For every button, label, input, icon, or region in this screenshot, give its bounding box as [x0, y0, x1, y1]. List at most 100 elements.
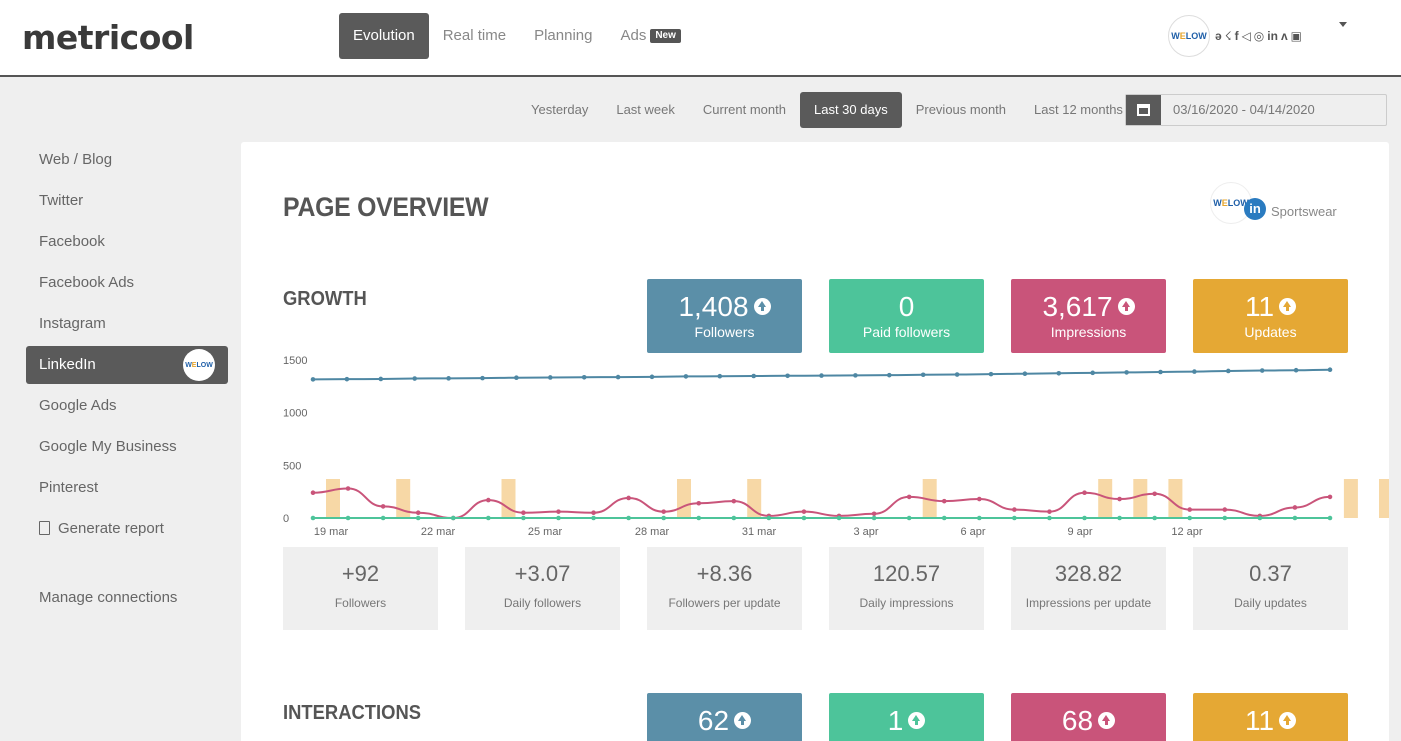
x-tick-label: 22 mar — [421, 526, 456, 538]
nav-evolution[interactable]: Evolution — [339, 13, 429, 59]
nav-ads[interactable]: Ads New — [606, 13, 694, 59]
impressions-label: Impressions — [1050, 324, 1127, 340]
interactions-value: 1 — [887, 705, 904, 736]
metric-label: Followers per update — [668, 596, 781, 610]
sidebar-item-google-my-business[interactable]: Google My Business — [39, 438, 177, 455]
data-point — [378, 376, 384, 382]
range-current-month[interactable]: Current month — [702, 102, 786, 117]
metric-value: +92 — [341, 561, 380, 586]
metric-value: 328.82 — [1054, 561, 1123, 586]
data-point — [521, 510, 526, 516]
followers-label: Followers — [694, 324, 755, 340]
updates-bar — [677, 479, 691, 518]
metric-value: +3.07 — [514, 561, 571, 586]
nav-planning[interactable]: Planning — [534, 27, 593, 44]
range-previous-month[interactable]: Previous month — [915, 102, 1007, 117]
series-line — [312, 487, 1331, 520]
data-point — [1293, 367, 1299, 373]
app-logo[interactable]: metricool — [22, 18, 194, 57]
sidebar-item-facebook-ads[interactable]: Facebook Ads — [39, 274, 135, 291]
data-point — [1090, 370, 1095, 376]
range-last-week[interactable]: Last week — [616, 102, 675, 117]
paid-followers-label: Paid followers — [862, 324, 951, 340]
y-tick-label: 1500 — [283, 355, 307, 367]
brand-avatar[interactable]: W E LOW — [1168, 15, 1210, 57]
data-point — [717, 373, 723, 379]
data-point — [380, 515, 386, 521]
sidebar-item-instagram[interactable]: Instagram — [39, 315, 106, 332]
sidebar-item-generate-report[interactable]: Generate report — [26, 510, 228, 548]
instagram-icon: ◎ — [1253, 29, 1265, 43]
updates-bar — [922, 479, 937, 518]
data-point — [486, 515, 491, 521]
sidebar-item-pinterest[interactable]: Pinterest — [39, 479, 99, 496]
data-point — [1082, 515, 1087, 521]
data-point — [920, 372, 926, 378]
arrow-up-icon — [734, 712, 752, 729]
profile-badge: W E LOW in Sportswear — [1210, 182, 1337, 224]
data-point — [1117, 515, 1122, 521]
interactions-card-1: 62 — [647, 693, 802, 741]
manage-connections-link[interactable]: Manage connections — [39, 589, 178, 606]
sidebar-item-label: Generate report — [58, 520, 164, 537]
data-point — [344, 376, 350, 382]
sidebar: Web / Blog Twitter Facebook Facebook Ads… — [26, 141, 228, 551]
calendar-button[interactable] — [1126, 95, 1161, 125]
range-last-12-months[interactable]: Last 12 months — [1034, 102, 1123, 117]
facebook-icon: f — [1234, 29, 1239, 43]
range-last-30-days[interactable]: Last 30 days — [799, 92, 902, 128]
x-tick-label: 3 apr — [853, 526, 878, 538]
chevron-down-icon[interactable] — [1339, 22, 1347, 27]
brand-selector[interactable]: W E LOW ə ☇ f ◁ ◎ in ʌ ▣ — [1168, 15, 1302, 57]
x-tick-label: 12 apr — [1171, 526, 1203, 538]
data-point — [1222, 507, 1228, 512]
sidebar-item-facebook[interactable]: Facebook — [39, 233, 105, 250]
data-point — [480, 375, 485, 381]
data-point — [1327, 515, 1333, 521]
data-point — [581, 374, 587, 380]
x-tick-label: 9 apr — [1067, 526, 1092, 538]
megaphone-icon: ◁ — [1241, 29, 1251, 43]
top-bar: metricool Evolution Real time Planning A… — [0, 0, 1401, 77]
nav-real-time[interactable]: Real time — [442, 27, 507, 44]
data-point — [871, 515, 877, 521]
data-point — [345, 515, 351, 521]
date-range-picker[interactable]: 03/16/2020 - 04/14/2020 — [1125, 94, 1387, 126]
store-icon: ▣ — [1290, 29, 1302, 43]
data-point — [853, 373, 858, 378]
range-yesterday[interactable]: Yesterday — [531, 102, 589, 117]
data-point — [1047, 509, 1052, 514]
interactions-card-2: 1 — [829, 693, 984, 741]
interactions-value: 68 — [1061, 705, 1094, 736]
data-point — [1082, 490, 1087, 496]
sidebar-item-google-ads[interactable]: Google Ads — [39, 397, 117, 414]
google-ads-icon: ʌ — [1280, 29, 1288, 43]
data-point — [310, 490, 316, 496]
data-point — [615, 374, 621, 380]
sidebar-item-twitter[interactable]: Twitter — [39, 192, 84, 209]
rss-icon: ə — [1215, 29, 1222, 43]
data-point — [556, 515, 561, 521]
interactions-title: INTERACTIONS — [283, 702, 421, 724]
data-point — [801, 509, 807, 514]
data-point — [941, 515, 947, 521]
metric-value: +8.36 — [696, 561, 753, 586]
data-point — [1187, 515, 1193, 521]
interactions-value: 62 — [697, 705, 730, 736]
updates-label: Updates — [1244, 324, 1297, 340]
data-point — [1292, 505, 1298, 510]
data-point — [683, 374, 689, 379]
metric-daily-updates: 0.37 Daily updates — [1193, 547, 1348, 630]
sidebar-item-web-blog[interactable]: Web / Blog — [39, 151, 113, 168]
data-point — [941, 498, 947, 504]
data-point — [1259, 368, 1265, 373]
data-point — [988, 371, 994, 377]
data-point — [1022, 371, 1028, 376]
updates-bar — [1168, 479, 1183, 518]
data-point — [412, 376, 417, 381]
brand-avatar-small: W E LOW — [183, 349, 215, 381]
data-point — [1124, 370, 1129, 375]
date-range-value[interactable]: 03/16/2020 - 04/14/2020 — [1173, 102, 1315, 117]
sidebar-item-linkedin[interactable]: LinkedIn W E LOW — [26, 346, 228, 384]
data-point — [310, 515, 316, 521]
